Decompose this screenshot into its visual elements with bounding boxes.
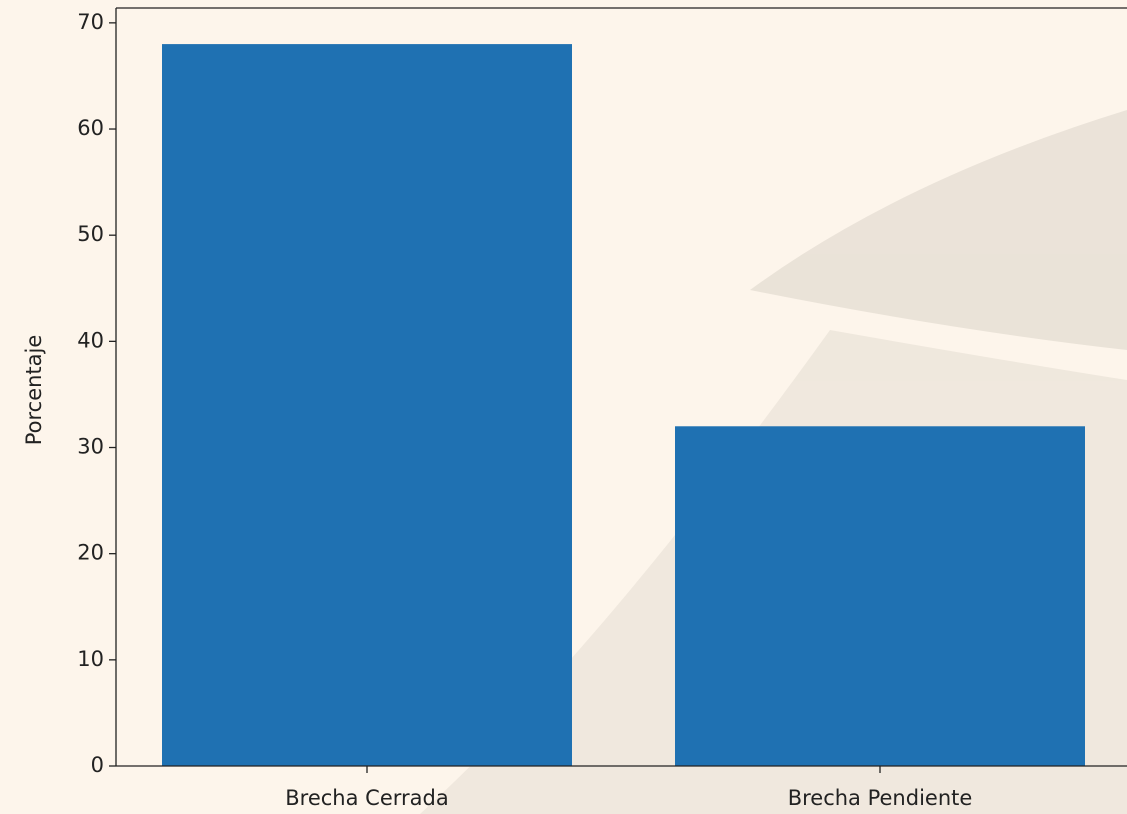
bar [675,426,1085,766]
y-tick-label: 40 [77,328,104,352]
y-tick-label: 60 [77,116,104,140]
y-tick-label: 30 [77,435,104,459]
y-axis-label: Porcentaje [22,335,46,446]
x-tick-label: Brecha Cerrada [285,786,448,810]
y-tick-label: 0 [91,753,104,777]
y-tick-label: 10 [77,647,104,671]
hat-shape [750,110,1127,350]
y-tick-label: 70 [77,10,104,34]
y-tick-label: 20 [77,541,104,565]
y-tick-label: 50 [77,222,104,246]
bar [162,44,572,767]
x-tick-label: Brecha Pendiente [788,786,973,810]
